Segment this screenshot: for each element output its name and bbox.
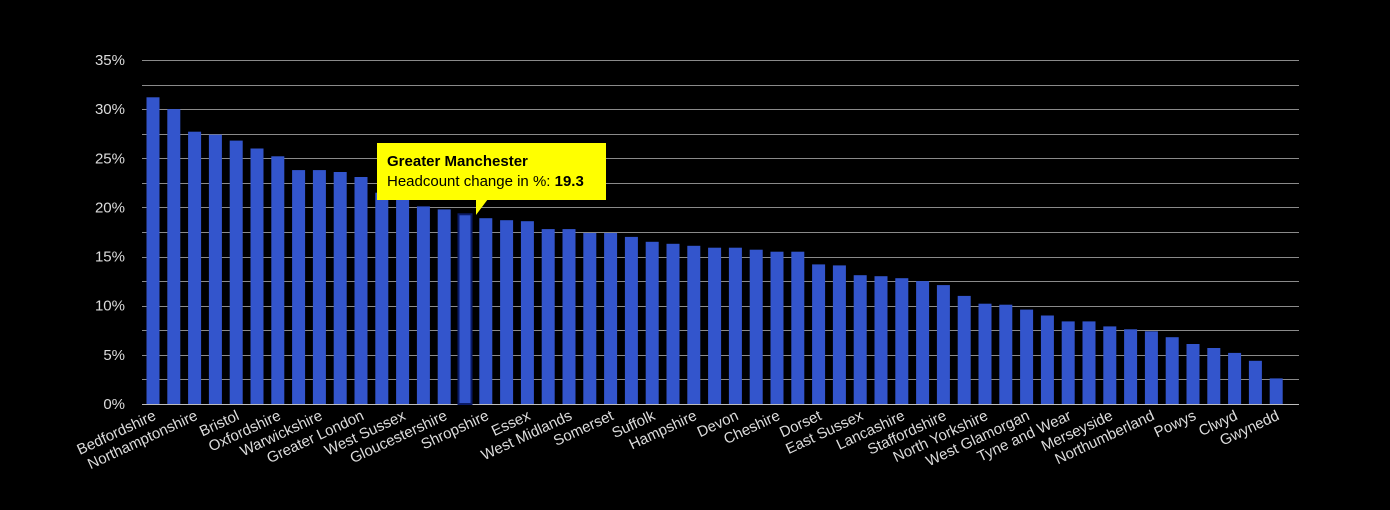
y-tick-label: 35% xyxy=(95,52,125,69)
bar[interactable] xyxy=(375,192,389,404)
bar[interactable] xyxy=(770,251,784,404)
bar[interactable] xyxy=(562,229,576,404)
bar[interactable] xyxy=(167,109,181,404)
y-tick-label: 10% xyxy=(95,298,125,315)
bar[interactable] xyxy=(354,177,368,404)
y-tick-label: 0% xyxy=(103,396,125,413)
bar[interactable] xyxy=(437,209,451,404)
bar[interactable] xyxy=(1124,329,1138,404)
bar[interactable] xyxy=(916,281,930,404)
y-axis-ticks: 0% 5% 10% 15% 20% 25% 30% 35% xyxy=(95,52,125,413)
bar[interactable] xyxy=(1248,360,1262,404)
bar[interactable] xyxy=(832,265,846,404)
bar[interactable] xyxy=(312,170,326,404)
bar[interactable] xyxy=(728,247,742,404)
bar[interactable] xyxy=(874,276,888,404)
x-axis-ticks: BedfordshireNorthamptonshireBristolOxfor… xyxy=(74,407,1281,473)
bar[interactable] xyxy=(749,249,763,404)
tooltip-label: Headcount change in %: xyxy=(387,173,555,190)
bar[interactable] xyxy=(1082,321,1096,404)
bar-highlighted[interactable] xyxy=(457,213,473,405)
y-tick-label: 5% xyxy=(103,347,125,364)
bar[interactable] xyxy=(999,304,1013,404)
y-tick-label: 15% xyxy=(95,249,125,266)
bar[interactable] xyxy=(1040,315,1054,405)
bar[interactable] xyxy=(541,229,555,404)
bar[interactable] xyxy=(520,221,534,404)
y-tick-label: 20% xyxy=(95,199,125,216)
tooltip-pointer xyxy=(476,199,488,215)
bar[interactable] xyxy=(1020,309,1034,404)
bar[interactable] xyxy=(957,295,971,404)
bar[interactable] xyxy=(396,197,410,404)
bar[interactable] xyxy=(978,303,992,404)
bar[interactable] xyxy=(479,218,493,404)
bar[interactable] xyxy=(292,170,306,404)
y-tick-label: 25% xyxy=(95,150,125,167)
bar[interactable] xyxy=(583,233,597,404)
bar[interactable] xyxy=(229,140,243,404)
bar[interactable] xyxy=(500,220,514,404)
bar[interactable] xyxy=(146,97,160,405)
bar[interactable] xyxy=(936,285,950,404)
y-tick-label: 30% xyxy=(95,101,125,118)
bar[interactable] xyxy=(271,156,285,404)
bar[interactable] xyxy=(666,243,680,404)
bars xyxy=(146,97,1283,405)
bar[interactable] xyxy=(812,264,826,404)
chart-tooltip: Greater Manchester Headcount change in %… xyxy=(377,143,606,200)
bar[interactable] xyxy=(687,245,701,404)
x-tick-label: Powys xyxy=(1151,407,1198,441)
bar[interactable] xyxy=(791,251,805,404)
bar[interactable] xyxy=(1061,321,1075,404)
tooltip-value: 19.3 xyxy=(554,173,584,190)
bar[interactable] xyxy=(604,233,618,404)
bar[interactable] xyxy=(624,236,638,404)
bar[interactable] xyxy=(416,206,430,404)
bar[interactable] xyxy=(1207,348,1221,404)
bar[interactable] xyxy=(188,131,202,404)
bar[interactable] xyxy=(1186,344,1200,404)
bar[interactable] xyxy=(250,148,264,405)
bar[interactable] xyxy=(1228,352,1242,404)
bar[interactable] xyxy=(1144,331,1158,404)
bar[interactable] xyxy=(645,241,659,404)
tooltip-title: Greater Manchester xyxy=(387,153,528,170)
bar[interactable] xyxy=(1165,337,1179,404)
bar[interactable] xyxy=(708,247,722,404)
bar[interactable] xyxy=(1103,326,1117,404)
bar[interactable] xyxy=(853,275,867,404)
bar[interactable] xyxy=(895,278,909,404)
bar[interactable] xyxy=(1269,378,1283,404)
bar[interactable] xyxy=(208,134,222,404)
bar[interactable] xyxy=(333,172,347,404)
